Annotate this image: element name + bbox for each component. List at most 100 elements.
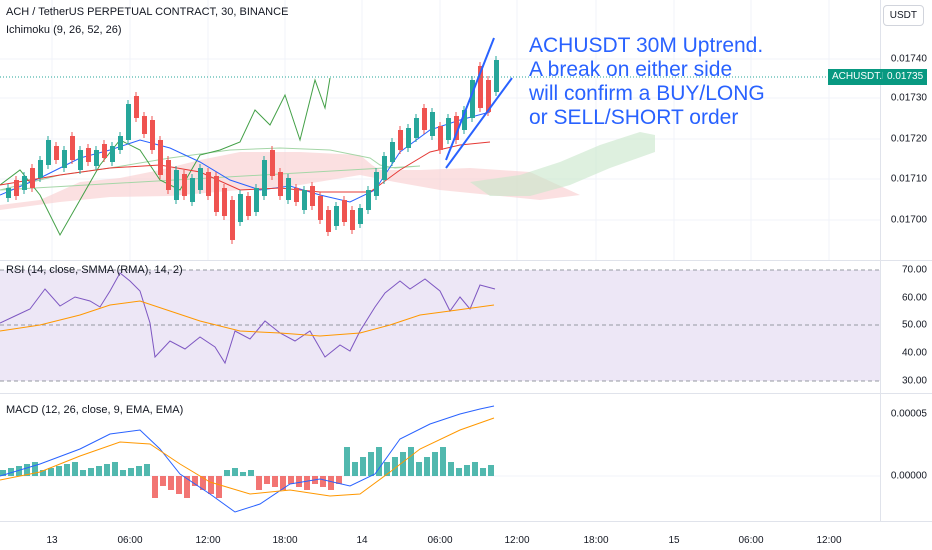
rsi-chart[interactable] bbox=[0, 261, 880, 393]
macd-chart[interactable] bbox=[0, 394, 880, 521]
macd-histogram-bar bbox=[56, 466, 62, 476]
macd-histogram-bar bbox=[184, 476, 190, 498]
candle-body bbox=[374, 172, 379, 196]
macd-histogram-bar bbox=[160, 476, 166, 486]
macd-label[interactable]: MACD (12, 26, close, 9, EMA, EMA) bbox=[6, 404, 184, 416]
candle-body bbox=[486, 80, 491, 112]
macd-histogram-bar bbox=[136, 466, 142, 476]
macd-histogram-bar bbox=[424, 457, 430, 476]
candle-body bbox=[350, 210, 355, 230]
macd-histogram-bar bbox=[480, 468, 486, 476]
price-label: 0.01730 bbox=[890, 92, 927, 104]
macd-histogram-bar bbox=[352, 462, 358, 476]
candle-body bbox=[462, 110, 467, 130]
macd-histogram-bar bbox=[264, 476, 270, 484]
rsi-label[interactable]: RSI (14, close, SMMA (RMA), 14, 2) bbox=[6, 264, 183, 276]
price-chart[interactable] bbox=[0, 0, 880, 260]
candle-body bbox=[6, 188, 11, 198]
candle-body bbox=[358, 208, 363, 224]
trend-annotation[interactable]: ACHUSDT 30M Uptrend. A break on either s… bbox=[529, 34, 765, 130]
time-label: 13 bbox=[46, 535, 58, 546]
candle-body bbox=[174, 170, 179, 200]
currency-button[interactable]: USDT bbox=[882, 5, 924, 26]
macd-histogram-bar bbox=[112, 462, 118, 476]
price-axis[interactable]: 0.01740 0.01730 0.01720 0.01710 0.01700 bbox=[880, 0, 932, 260]
macd-histogram-bar bbox=[432, 452, 438, 476]
price-pane[interactable]: ACH / TetherUS PERPETUAL CONTRACT, 30, B… bbox=[0, 0, 880, 260]
candle-body bbox=[286, 178, 291, 200]
macd-histogram-bar bbox=[320, 476, 326, 487]
candle-body bbox=[270, 150, 275, 176]
rsi-line bbox=[0, 272, 496, 365]
candle-body bbox=[398, 130, 403, 150]
macd-histogram-bar bbox=[24, 464, 30, 476]
macd-histogram-bar bbox=[104, 464, 110, 476]
candle-body bbox=[62, 150, 67, 168]
time-label: 14 bbox=[356, 535, 368, 546]
rsi-axis-label: 70.00 bbox=[901, 264, 927, 276]
rsi-axis[interactable]: 70.00 60.00 50.00 40.00 30.00 bbox=[880, 261, 932, 393]
macd-histogram-bar bbox=[64, 464, 70, 476]
macd-histogram-bar bbox=[376, 447, 382, 476]
macd-histogram-bar bbox=[280, 476, 286, 490]
candle-body bbox=[334, 206, 339, 226]
macd-histogram-bar bbox=[144, 464, 150, 476]
pane-divider[interactable] bbox=[0, 260, 932, 261]
candle-body bbox=[230, 200, 235, 240]
candle-body bbox=[430, 112, 435, 136]
macd-histogram-bar bbox=[96, 466, 102, 476]
time-axis[interactable]: 13 06:00 12:00 18:00 14 06:00 12:00 18:0… bbox=[0, 522, 932, 550]
macd-histogram-bar bbox=[80, 470, 86, 476]
ichimoku-label[interactable]: Ichimoku (9, 26, 52, 26) bbox=[6, 24, 122, 36]
macd-histogram-bar bbox=[168, 476, 174, 490]
candle-body bbox=[366, 190, 371, 210]
annotation-line-1: ACHUSDT 30M Uptrend. bbox=[529, 34, 764, 57]
candle-body bbox=[414, 118, 419, 138]
macd-histogram-bar bbox=[456, 468, 462, 476]
candle-body bbox=[310, 186, 315, 206]
rsi-axis-label: 40.00 bbox=[901, 347, 927, 359]
macd-histogram-bar bbox=[464, 465, 470, 476]
candle-body bbox=[150, 120, 155, 150]
rsi-pane[interactable]: RSI (14, close, SMMA (RMA), 14, 2) bbox=[0, 261, 880, 393]
annotation-line-3: will confirm a BUY/LONG bbox=[529, 82, 765, 105]
time-label: 06:00 bbox=[427, 535, 453, 546]
macd-histogram-bar bbox=[440, 447, 446, 476]
pane-divider[interactable] bbox=[0, 393, 932, 394]
candle-body bbox=[126, 104, 131, 140]
candle-body bbox=[54, 146, 59, 160]
macd-histogram-bar bbox=[216, 476, 222, 498]
candle-body bbox=[342, 200, 347, 222]
macd-histogram-bar bbox=[272, 476, 278, 487]
time-label: 06:00 bbox=[117, 535, 143, 546]
candle-body bbox=[110, 146, 115, 162]
macd-histogram-bar bbox=[256, 476, 262, 490]
macd-histogram-bar bbox=[200, 476, 206, 490]
candle-body bbox=[318, 196, 323, 220]
chikou-span bbox=[0, 77, 331, 237]
macd-pane[interactable]: MACD (12, 26, close, 9, EMA, EMA) bbox=[0, 394, 880, 521]
candle-body bbox=[238, 194, 243, 222]
macd-histogram-bar bbox=[72, 462, 78, 476]
macd-line bbox=[0, 405, 495, 513]
macd-histogram-bar bbox=[400, 452, 406, 476]
macd-axis-label: 0.00005 bbox=[890, 408, 927, 420]
macd-axis[interactable]: 0.00005 0.00000 bbox=[880, 394, 932, 521]
macd-histogram-bar bbox=[344, 447, 350, 476]
price-label: 0.01710 bbox=[890, 173, 927, 185]
macd-histogram-bar bbox=[224, 470, 230, 476]
candle-body bbox=[446, 118, 451, 140]
candle-body bbox=[278, 172, 283, 196]
macd-histogram-bar bbox=[192, 476, 198, 486]
time-label: 18:00 bbox=[272, 535, 298, 546]
macd-histogram-bar bbox=[488, 465, 494, 476]
macd-histogram-bar bbox=[448, 462, 454, 476]
candle-body bbox=[438, 126, 443, 150]
macd-histogram-bar bbox=[0, 470, 6, 476]
macd-histogram-bar bbox=[392, 457, 398, 476]
candle-body bbox=[78, 150, 83, 170]
candle-body bbox=[94, 150, 99, 166]
candle-body bbox=[30, 168, 35, 188]
price-label: 0.01700 bbox=[890, 214, 927, 226]
candle-body bbox=[326, 210, 331, 232]
